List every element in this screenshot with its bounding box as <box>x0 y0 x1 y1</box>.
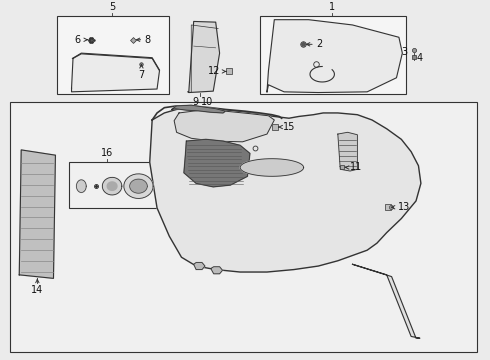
Text: 10: 10 <box>201 97 213 107</box>
Polygon shape <box>194 262 205 270</box>
Polygon shape <box>352 264 420 338</box>
Polygon shape <box>19 150 55 278</box>
Text: 16: 16 <box>101 148 113 158</box>
Text: 12: 12 <box>208 67 220 76</box>
Polygon shape <box>338 132 357 171</box>
Polygon shape <box>174 110 274 142</box>
Bar <box>260 16 406 94</box>
Text: 14: 14 <box>31 285 44 296</box>
Polygon shape <box>240 159 304 176</box>
Polygon shape <box>130 179 147 193</box>
Polygon shape <box>76 180 86 193</box>
Polygon shape <box>124 174 153 198</box>
Polygon shape <box>107 182 117 190</box>
Polygon shape <box>188 22 220 93</box>
Polygon shape <box>211 267 222 274</box>
Bar <box>69 162 162 208</box>
Text: 4: 4 <box>417 53 423 63</box>
Text: 7: 7 <box>138 70 145 80</box>
Text: 2: 2 <box>317 39 322 49</box>
Polygon shape <box>150 108 421 272</box>
Polygon shape <box>172 105 225 113</box>
Text: 8: 8 <box>145 35 151 45</box>
Text: 3: 3 <box>401 47 408 57</box>
Polygon shape <box>267 20 402 93</box>
Text: 15: 15 <box>283 122 295 132</box>
Bar <box>10 102 477 352</box>
Text: 5: 5 <box>109 1 115 12</box>
Text: 1: 1 <box>329 1 335 12</box>
Text: 13: 13 <box>398 202 410 212</box>
Text: 9: 9 <box>192 97 198 107</box>
Text: 11: 11 <box>350 162 362 172</box>
Bar <box>57 16 169 94</box>
Polygon shape <box>184 139 250 187</box>
Polygon shape <box>72 54 159 92</box>
Polygon shape <box>102 177 122 195</box>
Text: 6: 6 <box>74 35 80 45</box>
